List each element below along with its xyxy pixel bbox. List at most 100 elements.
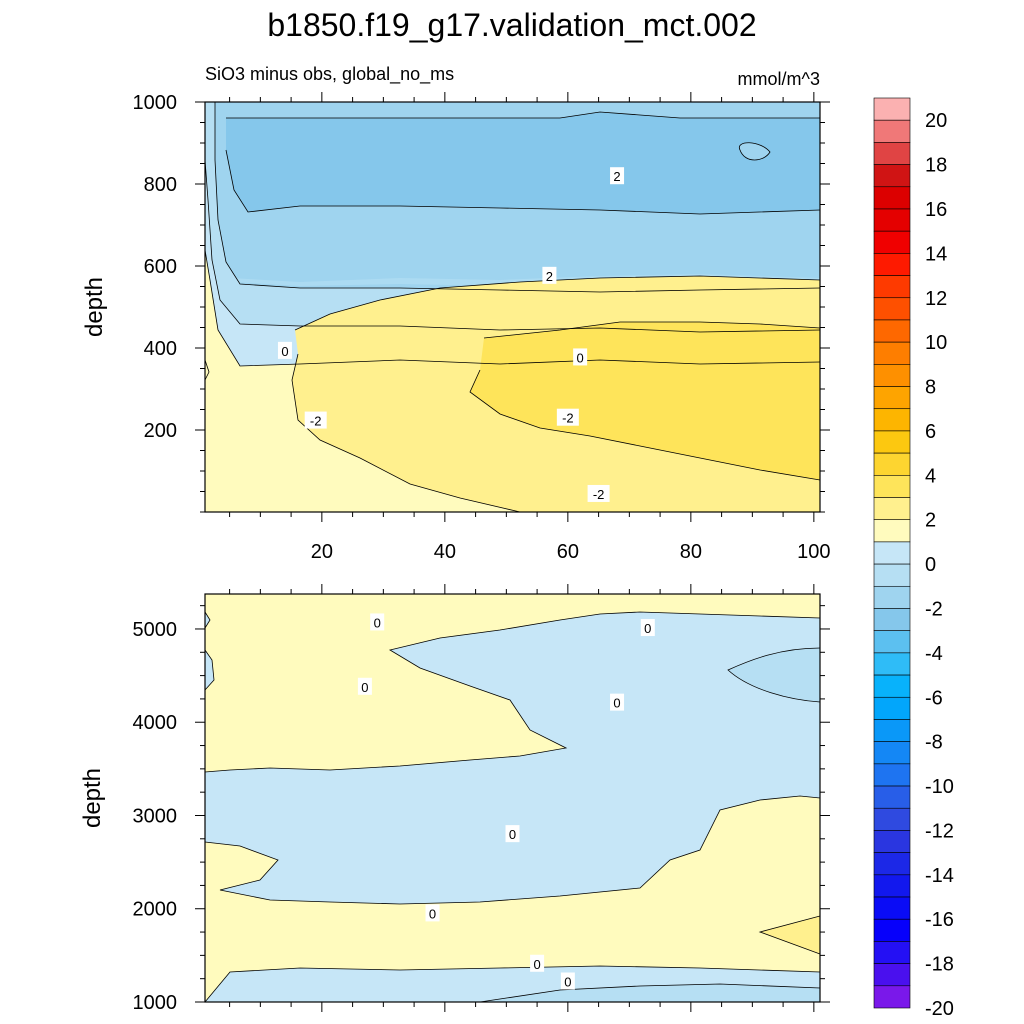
colorbar-label: -8 [925, 732, 943, 754]
colorbar-swatch [873, 408, 911, 432]
lower-x-axis [229, 584, 815, 1012]
upper-y-tick-label: 200 [144, 420, 177, 442]
upper-contour-label: -2 [593, 487, 605, 502]
colorbar-label: 4 [925, 465, 936, 487]
upper-contour-label: 2 [613, 169, 620, 184]
colorbar-swatch [873, 719, 911, 742]
colorbar-swatch [873, 563, 911, 587]
upper-x-tick-label: 100 [797, 541, 830, 563]
upper-x-tick-label: 60 [557, 541, 579, 563]
colorbar-swatch [873, 364, 911, 387]
lower-contour-label-bg [425, 904, 440, 922]
lower-contour-label: 0 [533, 957, 540, 972]
upper-y-axis-label: depth [81, 277, 108, 337]
colorbar-swatch [873, 652, 911, 676]
colorbar-swatch [873, 430, 911, 454]
upper-contour-label-bg [610, 167, 625, 185]
lower-y-tick-label: 1000 [133, 992, 178, 1014]
upper-contour-label: -2 [310, 414, 322, 429]
lower-y-tick-label: 4000 [133, 712, 178, 734]
lower-contour-label: 0 [613, 696, 620, 711]
colorbar-swatch [873, 807, 911, 831]
lower-contour-label-bg [357, 677, 372, 695]
lower-y-axis: 1000 2000 3000 4000 5000 [133, 605, 830, 1014]
colorbar-swatch [873, 585, 911, 609]
colorbar-label: 18 [925, 155, 947, 177]
colorbar-swatch [873, 741, 911, 765]
lower-contour-label: 0 [361, 680, 368, 695]
lower-contour-label-bg [560, 972, 575, 990]
colorbar-label: 2 [925, 510, 936, 532]
colorbar-label: 16 [925, 199, 947, 221]
colorbar-label: -16 [925, 909, 954, 931]
colorbar-swatch [873, 608, 911, 631]
colorbar-label: 8 [925, 377, 936, 399]
colorbar-swatch [873, 918, 911, 942]
colorbar-swatch [873, 341, 911, 365]
colorbar-swatch [873, 297, 911, 321]
colorbar-label: 12 [925, 288, 947, 310]
colorbar-label: -4 [925, 643, 943, 665]
colorbar-swatch [873, 142, 911, 165]
colorbar-swatch [873, 319, 911, 343]
colorbar-label: 14 [925, 243, 947, 265]
colorbar-swatch [873, 696, 911, 720]
upper-y-tick-label: 400 [144, 338, 177, 360]
lower-y-tick-label: 2000 [133, 899, 178, 921]
colorbar-swatch [873, 386, 911, 410]
upper-y-tick-label: 600 [144, 256, 177, 278]
lower-contour-label: 0 [429, 906, 436, 921]
upper-x-tick-label: 40 [434, 541, 456, 563]
lower-contour-label-bg [530, 954, 545, 972]
lower-contour-label: 0 [374, 615, 381, 630]
upper-contour-lines [204, 102, 821, 513]
colorbar-label: -18 [925, 954, 954, 976]
colorbar-swatch [873, 452, 911, 476]
colorbar-swatch [873, 674, 911, 698]
colorbar-label: 20 [925, 110, 947, 132]
upper-contour-label-bg [277, 341, 292, 359]
upper-y-tick-label: 1000 [133, 92, 178, 114]
upper-contour-fills [205, 102, 820, 512]
upper-y-axis: 200 400 600 800 1000 [133, 92, 830, 513]
upper-contour-label-bg [542, 266, 557, 284]
colorbar-swatch [873, 896, 911, 920]
colorbar-swatch [873, 475, 911, 498]
colorbar-swatch [873, 541, 911, 565]
upper-contour-label-bg [587, 484, 610, 502]
upper-contour-label-bg [556, 408, 579, 426]
colorbar-swatch [873, 874, 911, 898]
upper-contour-label: -2 [562, 411, 574, 426]
colorbar: 20181614121086420-2-4-6-8-10-12-14-16-18… [873, 97, 954, 1020]
upper-y-tick-label: 800 [144, 174, 177, 196]
lower-contour-label: 0 [564, 974, 571, 989]
colorbar-label: -14 [925, 865, 954, 887]
colorbar-swatch [873, 630, 911, 654]
lower-plot-frame [204, 593, 821, 1003]
upper-contour-labels: -2 -2 -2 0 0 2 2 [277, 167, 625, 502]
colorbar-label: -2 [925, 598, 943, 620]
upper-x-axis: 20 40 60 80 100 [229, 92, 831, 563]
colorbar-swatch [873, 497, 911, 521]
upper-contour-label: 0 [281, 344, 288, 359]
colorbar-label: 0 [925, 554, 936, 576]
lower-contour-labels: 0 0 0 0 0 0 0 0 [357, 613, 655, 990]
colorbar-swatch [873, 785, 911, 809]
lower-contour-label-bg [610, 693, 625, 711]
colorbar-swatch [873, 852, 911, 876]
colorbar-swatch [873, 208, 911, 232]
colorbar-swatch [873, 519, 911, 543]
colorbar-label: -12 [925, 820, 954, 842]
upper-contour-label-bg [304, 411, 327, 429]
upper-contour-label: 2 [546, 269, 553, 284]
colorbar-label: 10 [925, 332, 947, 354]
units-label: mmol/m^3 [738, 69, 820, 89]
lower-panel: 0 0 0 0 0 0 0 0 1000 2000 3000 4000 5000 depth [79, 584, 830, 1014]
upper-subtitle: SiO3 minus obs, global_no_ms [205, 64, 454, 85]
colorbar-swatch [873, 230, 911, 254]
upper-x-tick-label: 20 [311, 541, 333, 563]
colorbar-swatch [873, 97, 911, 121]
colorbar-swatch [873, 763, 911, 787]
upper-panel: SiO3 minus obs, global_no_ms mmol/m^3 [81, 64, 831, 563]
